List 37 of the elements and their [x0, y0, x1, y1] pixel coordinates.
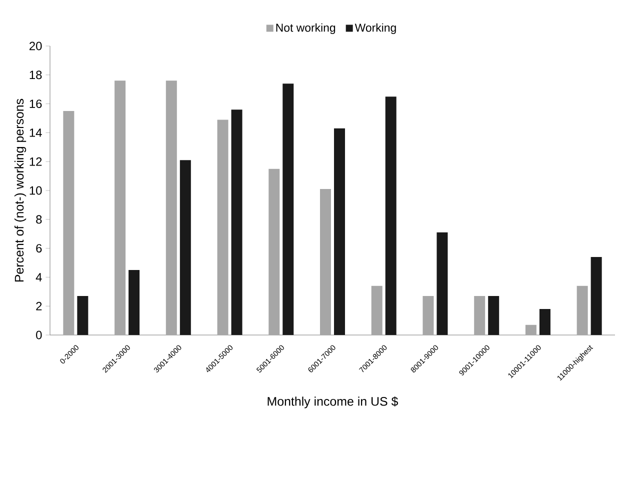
- bar: [371, 286, 382, 335]
- bar: [180, 160, 191, 335]
- y-tick-label: 12: [30, 157, 42, 166]
- bar: [114, 80, 126, 335]
- bar: [166, 80, 177, 335]
- y-tick-label: 10: [30, 186, 42, 195]
- x-axis-title: Monthly income in US $: [268, 396, 398, 408]
- bar: [539, 308, 550, 335]
- y-tick-label: 16: [30, 100, 42, 108]
- bar: [128, 270, 140, 335]
- y-tick-label: 6: [36, 244, 42, 253]
- bar: [77, 296, 88, 335]
- bar: [422, 296, 434, 335]
- y-tick-label: 14: [30, 128, 42, 137]
- bar: [488, 296, 500, 335]
- y-tick-label: 20: [30, 42, 42, 50]
- bar: [320, 189, 332, 335]
- bar: [385, 96, 396, 335]
- bar: [590, 256, 602, 335]
- bar: [268, 168, 280, 335]
- bar: [334, 128, 346, 335]
- bar: [525, 324, 536, 335]
- bar: [217, 120, 228, 335]
- y-tick-label: 4: [36, 273, 42, 282]
- bar: [63, 111, 74, 335]
- bar: [282, 84, 294, 335]
- y-tick-label: 2: [36, 302, 42, 310]
- bar: [436, 232, 448, 335]
- y-tick-label: 8: [36, 215, 42, 224]
- bar: [231, 110, 242, 335]
- y-tick-label: 18: [30, 70, 42, 80]
- bar: [474, 296, 486, 335]
- legend-label: Not working: [276, 23, 336, 34]
- bar: [576, 286, 588, 335]
- y-axis-title: Percent of (not-) working persons: [14, 98, 26, 282]
- legend-label: Working: [354, 23, 396, 34]
- y-tick-label: 0: [36, 330, 42, 340]
